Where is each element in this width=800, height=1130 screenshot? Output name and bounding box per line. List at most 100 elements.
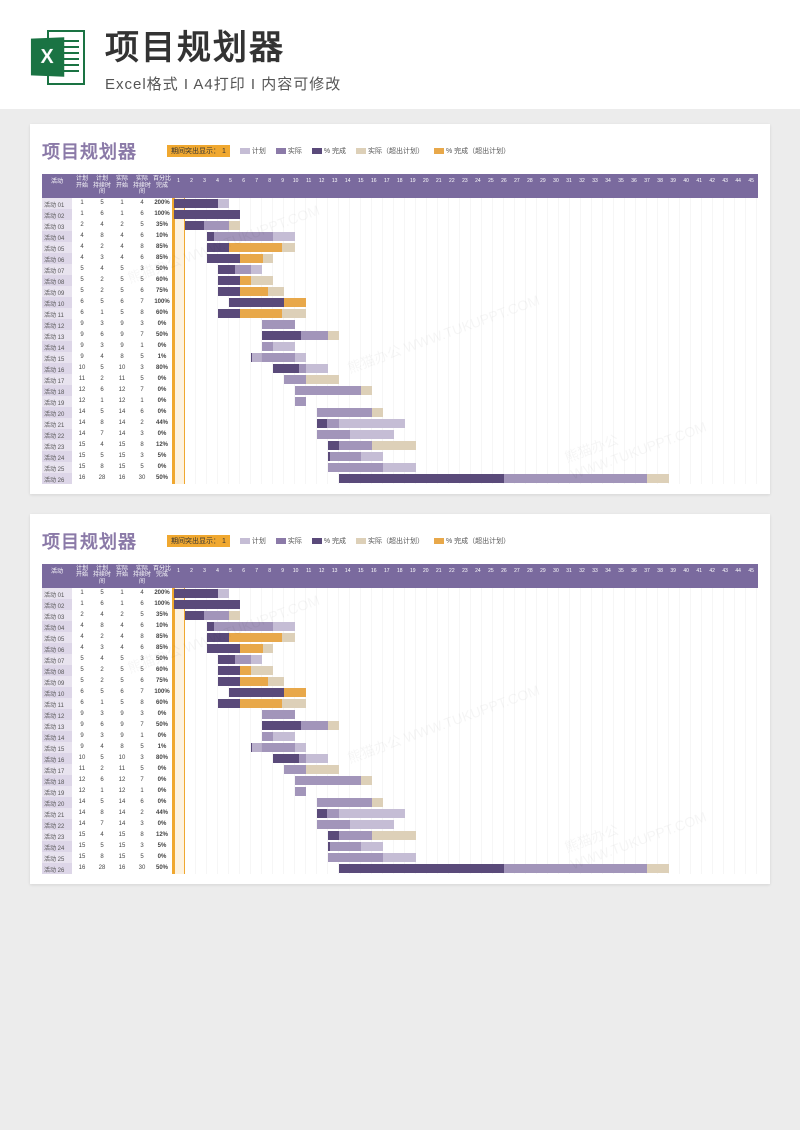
gantt-row: 活动 06434685% [42, 643, 758, 654]
cell-actual-start: 8 [112, 352, 132, 363]
cell-plan-dur: 2 [92, 242, 112, 253]
bar-complete [273, 364, 299, 373]
period-11: 11 [302, 174, 315, 198]
bar-actual [262, 710, 295, 719]
period-21: 21 [432, 174, 445, 198]
cell-plan-start: 15 [72, 841, 92, 852]
bar-actual-over [647, 864, 669, 873]
cell-pct: 200% [152, 198, 172, 209]
cell-actual-start: 15 [112, 852, 132, 863]
activity-name: 活动 03 [42, 220, 72, 231]
cell-plan-start: 10 [72, 363, 92, 374]
period-highlight [174, 643, 185, 654]
timeline-cell [172, 621, 758, 632]
sheet-title: 项目规划器 [42, 138, 137, 164]
cell-plan-start: 11 [72, 374, 92, 385]
timeline-cell [172, 610, 758, 621]
activity-name: 活动 03 [42, 610, 72, 621]
cell-plan-dur: 7 [92, 819, 112, 830]
gantt-row: 活动 201451460% [42, 797, 758, 808]
cell-actual-dur: 6 [132, 643, 152, 654]
period-highlight [174, 621, 185, 632]
period-highlight [174, 319, 185, 330]
activity-name: 活动 25 [42, 462, 72, 473]
period-39: 39 [667, 174, 680, 198]
cell-plan-dur: 4 [92, 220, 112, 231]
period-36: 36 [628, 174, 641, 198]
gantt-row: 活动 13969750% [42, 720, 758, 731]
cell-pct: 35% [152, 610, 172, 621]
cell-plan-start: 6 [72, 308, 92, 319]
period-38: 38 [654, 564, 667, 588]
gantt-row: 活动 106567100% [42, 687, 758, 698]
cell-actual-start: 15 [112, 830, 132, 841]
cell-pct: 0% [152, 374, 172, 385]
cell-pct: 85% [152, 632, 172, 643]
cell-pct: 0% [152, 396, 172, 407]
cell-actual-start: 4 [112, 632, 132, 643]
cell-plan-start: 5 [72, 286, 92, 297]
timeline-cell [172, 451, 758, 462]
cell-plan-start: 9 [72, 341, 92, 352]
cell-plan-start: 9 [72, 742, 92, 753]
cell-pct: 85% [152, 253, 172, 264]
period-highlight [174, 665, 185, 676]
cell-actual-start: 10 [112, 753, 132, 764]
cell-actual-start: 14 [112, 808, 132, 819]
period-6: 6 [237, 174, 250, 198]
period-22: 22 [445, 174, 458, 198]
timeline-cell [172, 709, 758, 720]
cell-pct: 50% [152, 473, 172, 484]
cell-actual-dur: 30 [132, 863, 152, 874]
gantt-row: 活动 11615860% [42, 308, 758, 319]
gantt-row: 活动 1293930% [42, 709, 758, 720]
period-highlight [174, 352, 185, 363]
period-5: 5 [224, 564, 237, 588]
period-highlight [174, 753, 185, 764]
excel-icon: X [30, 30, 85, 85]
cell-plan-dur: 4 [92, 830, 112, 841]
timeline-cell [172, 330, 758, 341]
cell-actual-start: 9 [112, 709, 132, 720]
timeline-cell [172, 797, 758, 808]
cell-actual-start: 1 [112, 198, 132, 209]
cell-plan-start: 16 [72, 863, 92, 874]
cell-actual-dur: 5 [132, 852, 152, 863]
cell-plan-dur: 3 [92, 319, 112, 330]
col-actual-start: 实际 开始 [112, 564, 132, 588]
cell-plan-dur: 2 [92, 374, 112, 385]
bar-complete-over [284, 688, 306, 697]
bar-complete-over [240, 699, 282, 708]
bar-actual [295, 787, 306, 796]
activity-name: 活动 22 [42, 819, 72, 830]
period-highlight [174, 473, 185, 484]
cell-plan-start: 14 [72, 808, 92, 819]
period-highlight [174, 462, 185, 473]
period-20: 20 [419, 564, 432, 588]
col-plan-dur: 计划 持续时间 [92, 564, 112, 588]
cell-actual-start: 5 [112, 665, 132, 676]
activity-name: 活动 08 [42, 275, 72, 286]
gantt-row: 活动 221471430% [42, 429, 758, 440]
activity-name: 活动 11 [42, 698, 72, 709]
period-22: 22 [445, 564, 458, 588]
cell-actual-dur: 3 [132, 654, 152, 665]
period-highlight [174, 275, 185, 286]
activity-name: 活动 25 [42, 852, 72, 863]
cell-actual-dur: 3 [132, 363, 152, 374]
gantt-row: 活动 1493910% [42, 731, 758, 742]
gantt-chart: 活动计划 开始计划 持续时间实际 开始实际 持续时间百分比 完成12345678… [42, 564, 758, 874]
cell-actual-dur: 7 [132, 687, 152, 698]
cell-plan-start: 6 [72, 698, 92, 709]
timeline-cell [172, 385, 758, 396]
period-26: 26 [497, 564, 510, 588]
activity-name: 活动 26 [42, 473, 72, 484]
period-7: 7 [250, 174, 263, 198]
bar-actual-over [328, 721, 339, 730]
period-9: 9 [276, 174, 289, 198]
cell-plan-start: 6 [72, 297, 92, 308]
bar-complete [328, 441, 339, 450]
activity-name: 活动 10 [42, 297, 72, 308]
cell-actual-start: 6 [112, 297, 132, 308]
gantt-row: 活动 251581550% [42, 462, 758, 473]
